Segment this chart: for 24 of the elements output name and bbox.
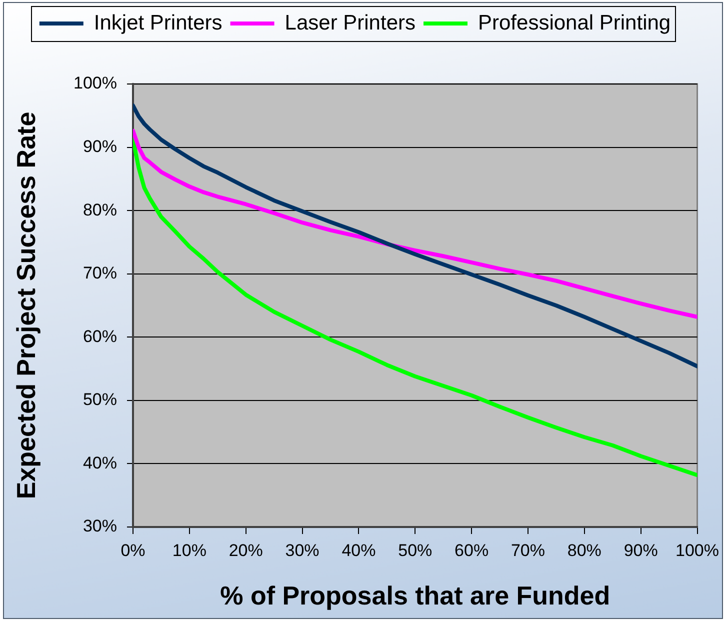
y-tick-label: 80%: [82, 200, 117, 220]
x-tick-label: 20%: [228, 540, 263, 560]
x-axis-title: % of Proposals that are Funded: [220, 580, 610, 611]
y-tick-label: 70%: [82, 264, 117, 283]
y-tick-label: 90%: [82, 136, 117, 156]
x-tick-label: 50%: [398, 540, 432, 560]
x-tick-label: 80%: [567, 540, 602, 560]
legend-label: Laser Printers: [284, 11, 416, 34]
x-tick-label: 100%: [676, 540, 719, 560]
x-tick-label: 10%: [172, 540, 206, 560]
y-tick-label: 50%: [82, 390, 117, 410]
y-tick-label: 30%: [82, 516, 117, 536]
y-tick-label: 100%: [74, 74, 117, 93]
x-tick-label: 30%: [285, 540, 320, 560]
legend-label: Inkjet Printers: [94, 11, 222, 34]
x-tick-label: 0%: [120, 540, 146, 560]
x-tick-label: 70%: [510, 540, 545, 560]
x-tick-label: 90%: [624, 540, 658, 560]
y-axis-title: Expected Project Success Rate: [10, 112, 41, 500]
x-tick-label: 40%: [342, 540, 376, 560]
y-tick-label: 60%: [82, 326, 117, 346]
x-tick-label: 60%: [454, 540, 489, 560]
y-tick-label: 40%: [82, 453, 117, 472]
legend-label: Professional Printing: [478, 11, 671, 34]
